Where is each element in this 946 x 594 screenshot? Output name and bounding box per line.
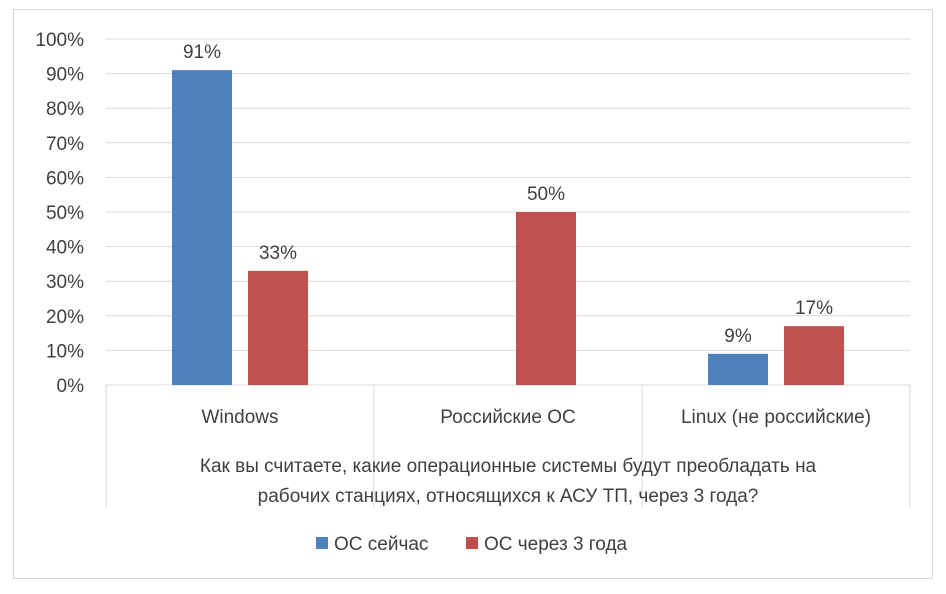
category-label: Российские ОС	[440, 407, 575, 428]
data-label: 9%	[724, 326, 752, 347]
y-tick-label: 20%	[46, 307, 84, 328]
y-tick-label: 90%	[46, 65, 84, 86]
y-tick-label: 60%	[46, 168, 84, 189]
axis-lines	[105, 384, 911, 508]
category-labels: Windows Российские ОС Linux (не российские…	[201, 407, 871, 428]
y-tick-label: 30%	[46, 272, 84, 293]
data-label: 33%	[259, 243, 297, 264]
bar-in-3-years	[516, 212, 576, 385]
bar-now	[172, 70, 232, 385]
bar-now	[708, 353, 768, 385]
y-tick-label: 10%	[46, 341, 84, 362]
y-tick-label: 50%	[46, 203, 84, 224]
legend-label: ОС сейчас	[334, 534, 428, 555]
legend-label: ОС через 3 года	[484, 534, 628, 555]
y-tick-label: 0%	[57, 376, 85, 397]
category-label: Linux (не российские)	[681, 407, 871, 428]
x-axis-title-line: Как вы считаете, какие операционные сист…	[200, 456, 817, 477]
y-tick-label: 100%	[35, 30, 84, 51]
y-axis-ticks: 0% 10% 20% 30% 40% 50% 60% 70% 80% 90% 100%	[35, 30, 84, 397]
x-axis-title-line: рабочих станциях, относящихся к АСУ ТП, …	[258, 486, 759, 507]
x-axis-title: Как вы считаете, какие операционные сист…	[200, 456, 817, 507]
bars	[172, 70, 844, 385]
y-tick-label: 40%	[46, 238, 84, 259]
data-label: 91%	[183, 42, 221, 63]
y-tick-label: 70%	[46, 134, 84, 155]
category-label: Windows	[201, 407, 278, 428]
bar-in-3-years	[248, 270, 308, 385]
data-labels: 91% 33% 50% 9% 17%	[183, 42, 833, 347]
gridlines	[106, 38, 910, 351]
legend-swatch	[316, 537, 328, 549]
data-label: 50%	[527, 184, 565, 205]
data-label: 17%	[795, 298, 833, 319]
bar-in-3-years	[784, 326, 844, 385]
y-tick-label: 80%	[46, 99, 84, 120]
legend: ОС сейчас ОС через 3 года	[316, 534, 628, 555]
chart-border	[13, 9, 933, 579]
legend-swatch	[466, 537, 478, 549]
